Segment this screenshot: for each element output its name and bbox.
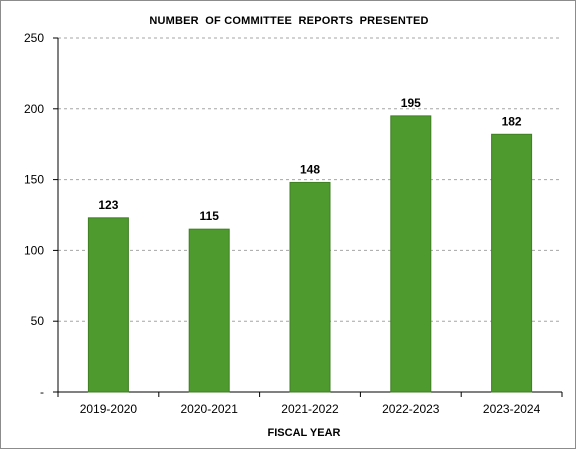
x-tick-label: 2019-2020 [80,402,138,416]
x-tick-label: 2022-2023 [382,402,440,416]
data-label: 115 [200,209,220,223]
x-tick-label: 2023-2024 [483,402,541,416]
labels: 123 2019-2020 115 2020-2021 148 2021-2022 195 2… [80,96,541,416]
data-label: 123 [98,198,118,212]
x-tick-label: 2020-2021 [181,402,239,416]
data-label: 182 [502,114,522,128]
x-tick-label: 2021-2022 [281,402,339,416]
chart-title: NUMBER OF COMMITTEE REPORTS PRESENTED [149,15,428,27]
y-tick-label: 250 [24,31,44,45]
y-tick-label: 200 [24,102,44,116]
axes: - 50 100 150 200 250 [24,31,563,399]
bar-2019-2020 [87,217,129,393]
gridlines [58,37,562,322]
bar-2022-2023 [390,115,432,393]
bar-2021-2022 [289,181,331,393]
x-axis-label: FISCAL YEAR [268,427,341,439]
y-tick-label: 150 [24,173,44,187]
data-label: 195 [401,96,421,110]
y-tick-label: - [40,385,44,399]
y-tick-label: 50 [31,314,45,328]
y-tick-label: 100 [24,243,44,257]
bars [87,115,533,393]
bar-2020-2021 [188,228,230,393]
bar-2023-2024 [491,133,533,393]
data-label: 148 [300,162,320,176]
